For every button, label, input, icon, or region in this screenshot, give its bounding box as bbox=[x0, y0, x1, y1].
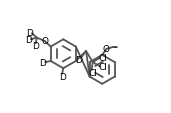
Text: D: D bbox=[32, 42, 39, 51]
Text: Cl: Cl bbox=[99, 62, 108, 71]
Text: Cl: Cl bbox=[88, 68, 97, 77]
Text: D: D bbox=[25, 35, 32, 44]
Text: -: - bbox=[114, 43, 117, 52]
Text: O: O bbox=[103, 45, 110, 53]
Text: D: D bbox=[39, 58, 46, 67]
Text: Cl: Cl bbox=[98, 53, 107, 62]
Text: O: O bbox=[42, 37, 49, 46]
Text: D: D bbox=[75, 55, 82, 64]
Text: D: D bbox=[26, 29, 33, 38]
Text: D: D bbox=[59, 72, 66, 81]
